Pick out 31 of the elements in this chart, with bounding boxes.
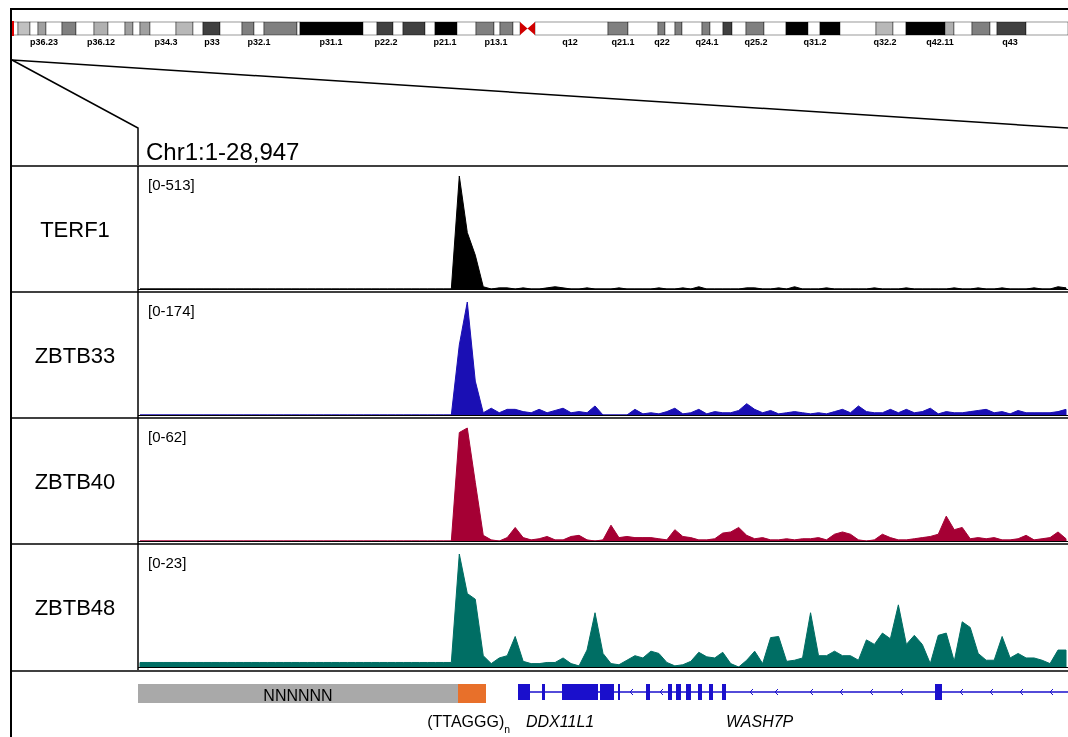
text: q22 <box>654 37 670 47</box>
text: p33 <box>204 37 220 47</box>
text: q32.2 <box>873 37 897 47</box>
y-axis-title: ZBTB40 <box>34 469 116 494</box>
text: p34.3 <box>154 37 178 47</box>
text: p13.1 <box>484 37 508 47</box>
text: q31.2 <box>803 37 827 47</box>
annotation: [0-23] <box>148 554 187 571</box>
text: q24.1 <box>695 37 719 47</box>
text: q43 <box>1002 37 1018 47</box>
text: p21.1 <box>433 37 457 47</box>
text: p36.23 <box>29 37 59 47</box>
text: p22.2 <box>374 37 398 47</box>
annotation: [0-62] <box>148 428 187 445</box>
text: p32.1 <box>247 37 271 47</box>
y-axis-title: ZBTB33 <box>34 343 116 368</box>
text: NNNNNN <box>263 687 333 704</box>
y-axis-title: ZBTB48 <box>34 595 116 620</box>
annotation: [0-513] <box>148 176 195 193</box>
y-axis-title: TERF1 <box>40 217 110 242</box>
text: p36.12 <box>86 37 116 47</box>
text: WASH7P <box>726 713 794 730</box>
text: q12 <box>562 37 578 47</box>
text: q42.11 <box>926 37 954 47</box>
text: q25.2 <box>744 37 768 47</box>
text: Chr1:1-28,947 <box>146 138 300 165</box>
text: q21.1 <box>611 37 635 47</box>
annotation: [0-174] <box>148 302 195 319</box>
text: p31.1 <box>319 37 343 47</box>
text: (TTAGGG)$_{n}$ <box>427 713 511 735</box>
text: DDX11L1 <box>526 713 595 730</box>
